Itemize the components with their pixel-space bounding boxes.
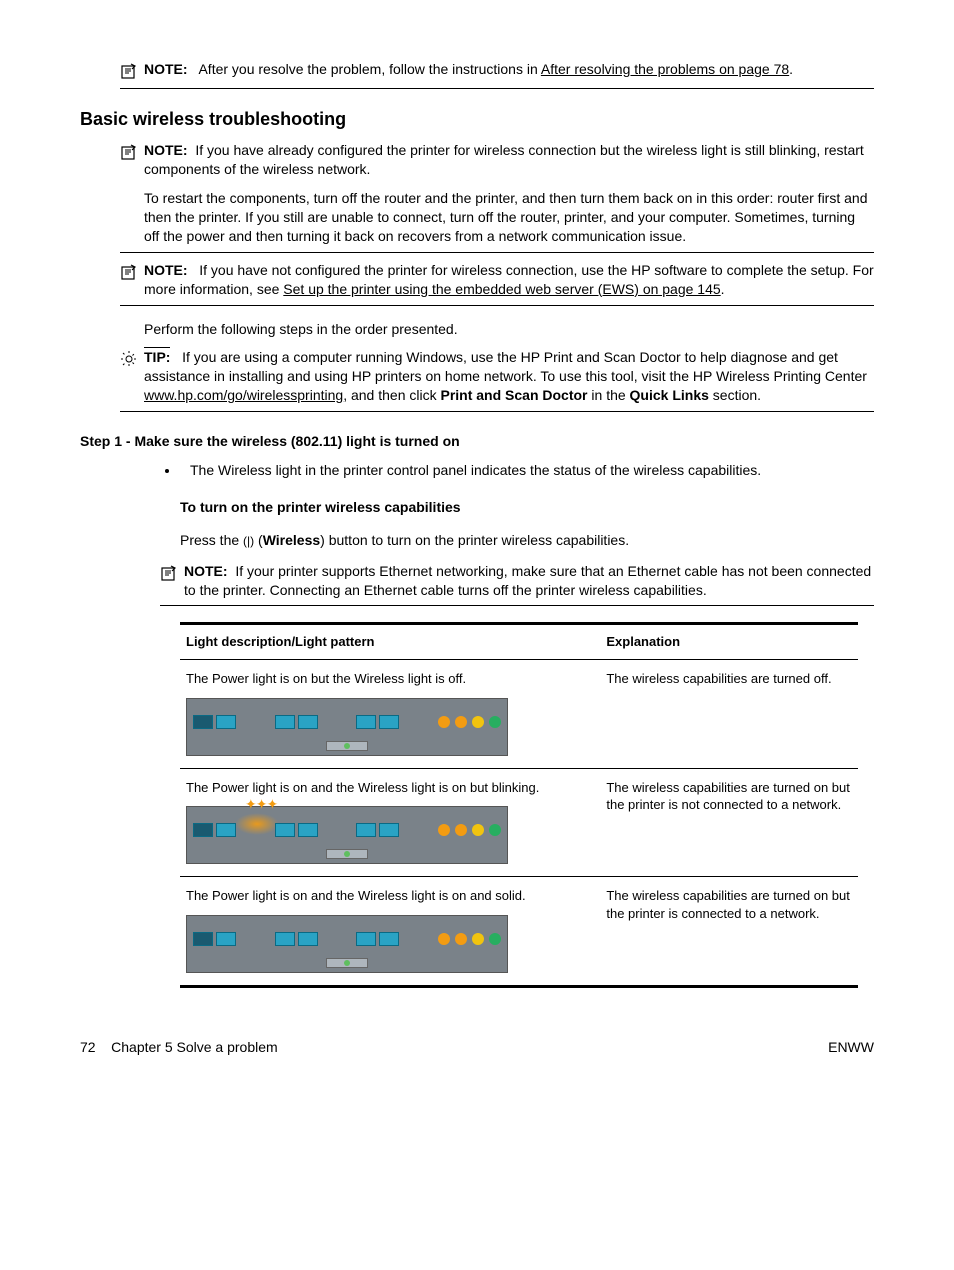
table-row: The Power light is on but the Wireless l… — [180, 659, 858, 768]
note-label: NOTE: — [144, 61, 188, 77]
sub-heading: To turn on the printer wireless capabili… — [180, 498, 874, 517]
note-icon — [160, 562, 184, 602]
step-1-heading: Step 1 - Make sure the wireless (802.11)… — [80, 432, 874, 451]
page-number: 72 — [80, 1039, 96, 1055]
table-row: The Power light is on and the Wireless l… — [180, 768, 858, 877]
light-description: The Power light is on and the Wireless l… — [186, 779, 594, 797]
light-description: The Power light is on but the Wireless l… — [186, 670, 594, 688]
link-ews-setup[interactable]: Set up the printer using the embedded we… — [283, 281, 720, 297]
note-text: If you have already configured the print… — [144, 142, 864, 177]
light-explanation: The wireless capabilities are turned off… — [600, 659, 858, 768]
note-icon — [120, 60, 144, 84]
perform-steps: Perform the following steps in the order… — [144, 320, 874, 339]
link-after-resolving[interactable]: After resolving the problems on page 78 — [541, 61, 789, 77]
note-label: NOTE: — [144, 262, 188, 278]
table-header: Explanation — [600, 624, 858, 660]
note-text: To restart the components, turn off the … — [144, 189, 874, 246]
chapter-title: Chapter 5 Solve a problem — [111, 1039, 278, 1055]
note-icon — [120, 261, 144, 301]
note-label: NOTE: — [184, 563, 228, 579]
lights-table: Light description/Light pattern Explanat… — [180, 622, 858, 987]
light-description: The Power light is on and the Wireless l… — [186, 887, 594, 905]
press-wireless: Press the (|) (Wireless) button to turn … — [180, 531, 874, 550]
printer-panel-illustration — [186, 698, 508, 756]
note-text: After you resolve the problem, follow th… — [198, 61, 540, 77]
tip-print-scan-doctor: TIP: If you are using a computer running… — [120, 348, 874, 412]
table-header: Light description/Light pattern — [180, 624, 600, 660]
printer-panel-illustration: ✦✦✦ — [186, 806, 508, 864]
light-explanation: The wireless capabilities are turned on … — [600, 768, 858, 877]
page-footer: 72 Chapter 5 Solve a problem ENWW — [80, 1038, 874, 1057]
printer-panel-illustration — [186, 915, 508, 973]
note-icon — [120, 141, 144, 247]
note-ethernet: NOTE: If your printer supports Ethernet … — [160, 562, 874, 607]
footer-right: ENWW — [828, 1038, 874, 1057]
light-explanation: The wireless capabilities are turned on … — [600, 877, 858, 987]
note-resolve: NOTE: After you resolve the problem, fol… — [120, 60, 874, 89]
table-row: The Power light is on and the Wireless l… — [180, 877, 858, 987]
link-wireless-printing[interactable]: www.hp.com/go/wirelessprinting — [144, 387, 343, 403]
tip-icon — [120, 348, 144, 407]
note-text: If your printer supports Ethernet networ… — [184, 563, 871, 598]
tip-label: TIP: — [144, 349, 170, 365]
note-already-configured: NOTE: If you have already configured the… — [120, 141, 874, 252]
section-heading: Basic wireless troubleshooting — [80, 107, 874, 131]
note-label: NOTE: — [144, 142, 188, 158]
list-item: The Wireless light in the printer contro… — [180, 461, 874, 480]
note-not-configured: NOTE: If you have not configured the pri… — [120, 261, 874, 306]
wireless-icon: (|) — [243, 533, 254, 549]
